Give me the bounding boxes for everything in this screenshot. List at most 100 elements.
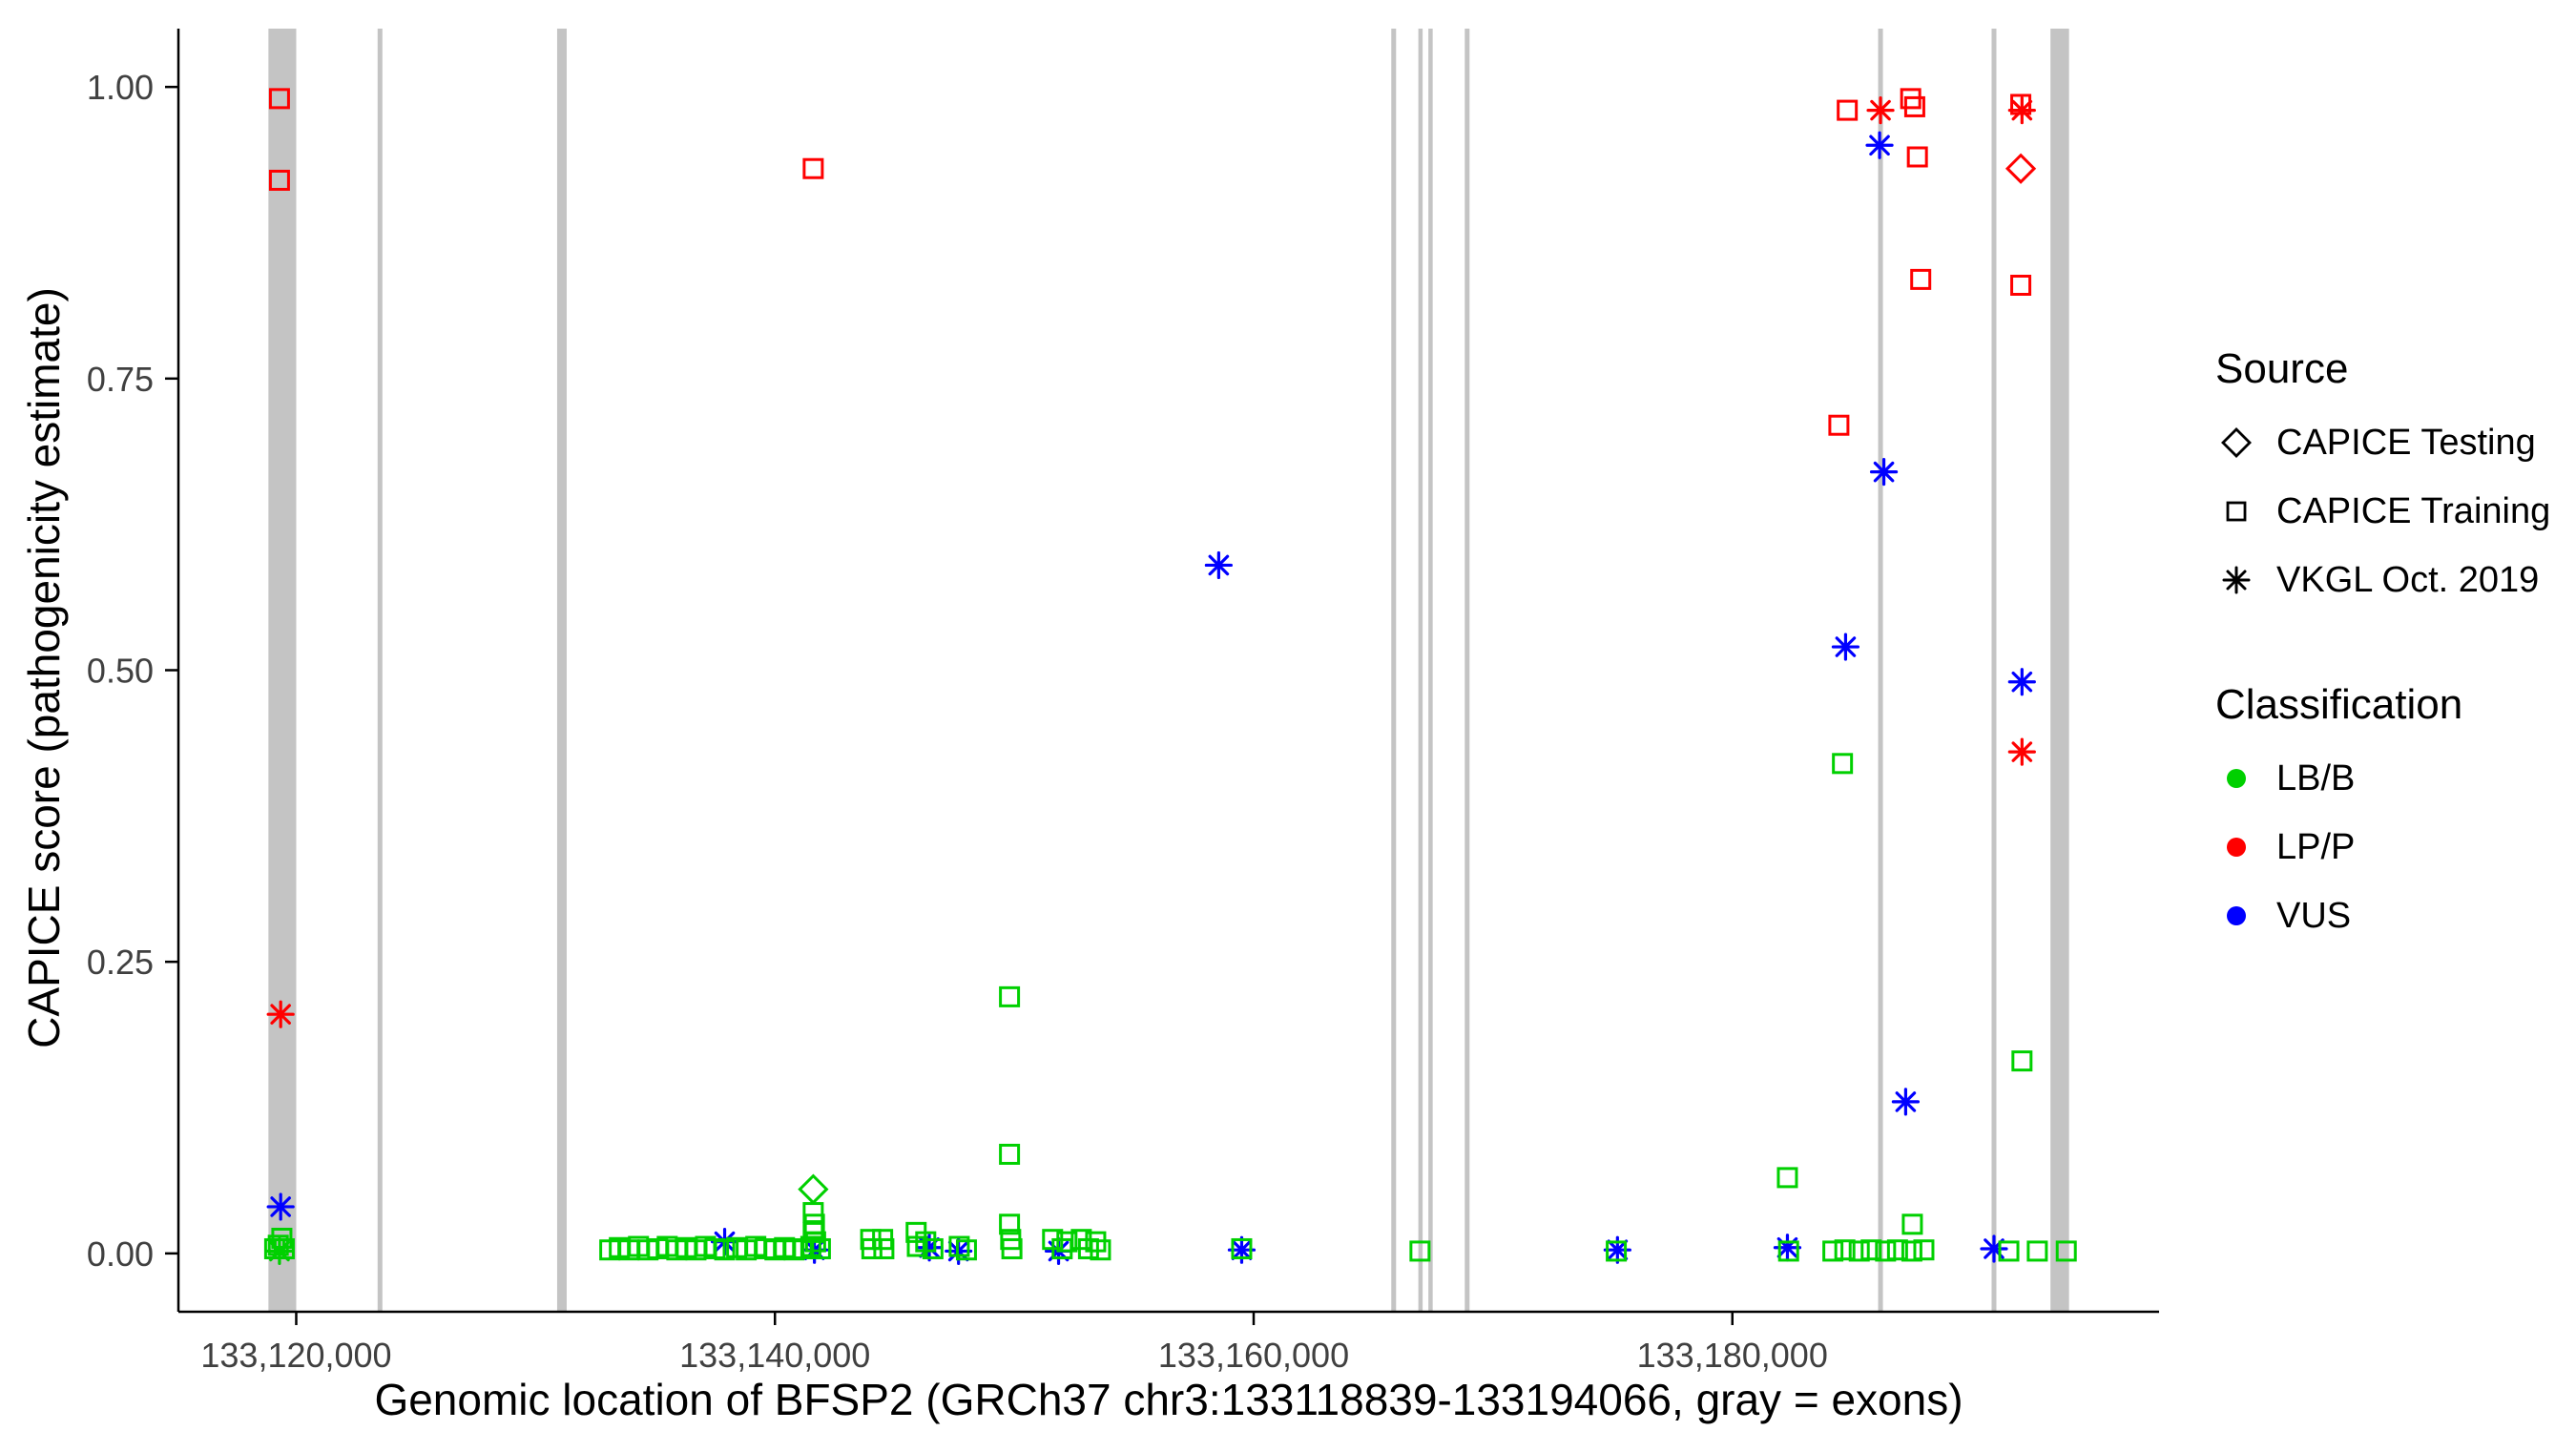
exon-bar bbox=[268, 29, 297, 1312]
legend-label: VUS bbox=[2276, 895, 2352, 936]
point-diamond bbox=[798, 1173, 829, 1205]
point-asterisk bbox=[1831, 633, 1860, 661]
point-square bbox=[1777, 1240, 1799, 1262]
diamond-icon bbox=[2221, 427, 2252, 458]
point-square bbox=[2011, 1050, 2033, 1072]
legend-classification: Classification LB/B LP/P VUS bbox=[2215, 681, 2550, 950]
point-square bbox=[1901, 1240, 1922, 1262]
point-square bbox=[955, 1239, 977, 1261]
legend-label: CAPICE Training bbox=[2276, 490, 2551, 531]
point-square bbox=[1837, 99, 1859, 121]
point-square bbox=[1903, 95, 1925, 117]
legend-item-capice-testing: CAPICE Testing bbox=[2215, 408, 2550, 477]
point-square bbox=[809, 1237, 831, 1259]
legend-item-vkgl: VKGL Oct. 2019 bbox=[2215, 546, 2550, 614]
legend: Source CAPICE Testing CAPICE Training bbox=[2215, 345, 2550, 950]
point-square bbox=[802, 157, 824, 179]
point-asterisk bbox=[266, 1000, 295, 1028]
point-square bbox=[1913, 1239, 1935, 1261]
x-tick-label: 133,120,000 bbox=[200, 1336, 391, 1375]
point-square bbox=[1231, 1237, 1253, 1259]
point-square bbox=[1077, 1237, 1099, 1259]
point-square bbox=[2010, 275, 2032, 296]
point-square bbox=[915, 1231, 937, 1253]
point-square bbox=[714, 1239, 736, 1261]
point-asterisk bbox=[2007, 668, 2036, 696]
point-square bbox=[999, 985, 1021, 1007]
point-square bbox=[2055, 1240, 2077, 1262]
legend-label: VKGL Oct. 2019 bbox=[2276, 559, 2540, 600]
x-tick-label: 133,160,000 bbox=[1158, 1336, 1349, 1375]
point-asterisk bbox=[1891, 1088, 1920, 1116]
point-asterisk bbox=[1865, 131, 1894, 159]
point-square bbox=[1906, 146, 1928, 168]
legend-label: LP/P bbox=[2276, 826, 2356, 867]
point-square bbox=[922, 1237, 944, 1259]
point-square bbox=[2026, 1240, 2048, 1262]
point-asterisk bbox=[1980, 1234, 2008, 1263]
point-square bbox=[1409, 1240, 1431, 1262]
legend-item-capice-training: CAPICE Training bbox=[2215, 477, 2550, 546]
point-asterisk bbox=[2007, 737, 2036, 766]
x-tick-label: 133,140,000 bbox=[679, 1336, 870, 1375]
legend-item-lpp: LP/P bbox=[2215, 813, 2550, 881]
point-square bbox=[1886, 1239, 1908, 1261]
point-square bbox=[1848, 1240, 1870, 1262]
point-square bbox=[999, 1213, 1021, 1235]
point-square bbox=[1606, 1240, 1628, 1262]
point-asterisk bbox=[266, 1192, 295, 1221]
y-tick-label: 0.25 bbox=[87, 943, 154, 982]
x-tick-label: 133,180,000 bbox=[1637, 1336, 1828, 1375]
exon-bar bbox=[1878, 29, 1883, 1312]
red-dot-icon bbox=[2227, 838, 2246, 857]
point-square bbox=[1001, 1237, 1023, 1259]
legend-item-vus: VUS bbox=[2215, 881, 2550, 950]
exon-bar bbox=[377, 29, 383, 1312]
point-square bbox=[1776, 1167, 1798, 1189]
point-asterisk bbox=[1866, 95, 1895, 125]
point-square bbox=[804, 1231, 826, 1253]
point-square bbox=[1834, 1239, 1856, 1261]
legend-classification-title: Classification bbox=[2215, 681, 2463, 728]
legend-source: Source CAPICE Testing CAPICE Training bbox=[2215, 345, 2550, 614]
point-square bbox=[1828, 414, 1850, 436]
point-square bbox=[1998, 1240, 2020, 1262]
point-square bbox=[1910, 268, 1932, 290]
y-tick-label: 0.50 bbox=[87, 652, 154, 691]
asterisk-icon bbox=[2222, 566, 2251, 594]
point-square bbox=[1832, 753, 1854, 775]
exon-bar bbox=[1465, 29, 1470, 1312]
point-square bbox=[999, 1143, 1021, 1165]
y-tick-label: 0.00 bbox=[87, 1234, 154, 1274]
point-asterisk bbox=[1869, 458, 1899, 487]
exon-bar bbox=[2050, 29, 2069, 1312]
point-square bbox=[802, 1202, 824, 1224]
point-square bbox=[268, 88, 290, 110]
legend-label: CAPICE Testing bbox=[2276, 422, 2536, 463]
point-square bbox=[1901, 1213, 1923, 1235]
point-asterisk bbox=[2007, 95, 2036, 125]
legend-item-lbb: LB/B bbox=[2215, 744, 2550, 813]
point-square bbox=[948, 1235, 970, 1257]
point-square bbox=[1090, 1239, 1111, 1261]
blue-dot-icon bbox=[2227, 906, 2246, 925]
exon-bar bbox=[1428, 29, 1433, 1312]
point-asterisk bbox=[265, 1236, 294, 1266]
point-square bbox=[1056, 1231, 1078, 1253]
point-diamond bbox=[2005, 153, 2037, 184]
exon-bar bbox=[1991, 29, 1997, 1312]
square-icon bbox=[2226, 501, 2247, 522]
point-square bbox=[1860, 1239, 1882, 1261]
exon-bar bbox=[1418, 29, 1423, 1312]
y-tick-label: 0.75 bbox=[87, 360, 154, 399]
legend-label: LB/B bbox=[2276, 757, 2356, 798]
point-asterisk bbox=[1204, 550, 1233, 580]
legend-source-title: Source bbox=[2215, 345, 2349, 392]
x-axis-title: Genomic location of BFSP2 (GRCh37 chr3:1… bbox=[374, 1375, 1963, 1424]
exon-bar bbox=[556, 29, 567, 1312]
y-axis-title: CAPICE score (pathogenicity estimate) bbox=[19, 287, 69, 1048]
y-tick-label: 1.00 bbox=[87, 68, 154, 107]
green-dot-icon bbox=[2227, 769, 2246, 788]
